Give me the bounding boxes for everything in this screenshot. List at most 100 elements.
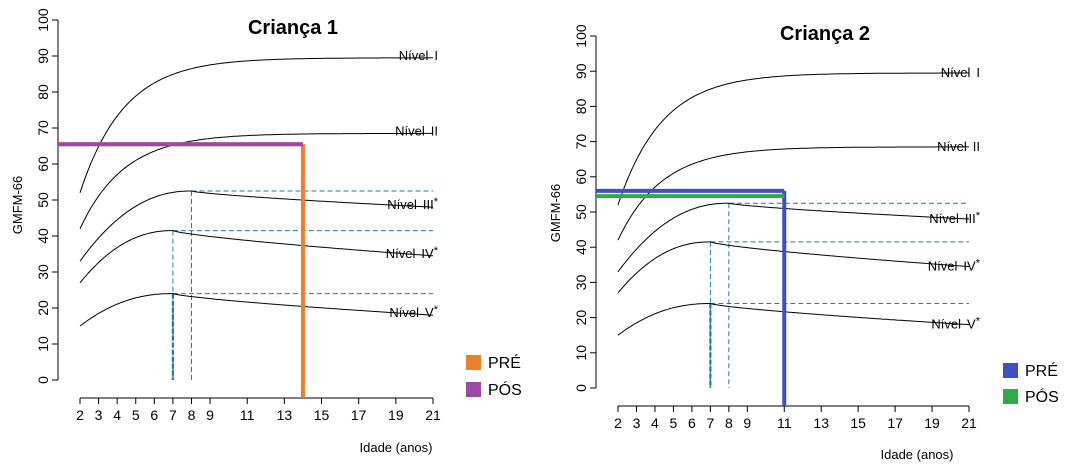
y-tick-label: 50 bbox=[573, 204, 589, 220]
series-label: Nível IV* bbox=[928, 258, 981, 274]
y-tick-label: 70 bbox=[573, 134, 589, 150]
series-label-roman: IV bbox=[421, 246, 434, 261]
y-tick-label: 50 bbox=[35, 192, 51, 208]
y-tick-label: 20 bbox=[573, 310, 589, 326]
series-label: Nível V* bbox=[931, 316, 980, 332]
series-label: Nível I bbox=[399, 48, 438, 63]
x-tick-label: 2 bbox=[76, 407, 84, 423]
y-tick-label: 90 bbox=[35, 48, 51, 64]
chart-crianca-1: Criança 1 0 10 20 30 40 50 60 70 80 90 100 GMFM-66 2 3… bbox=[10, 8, 522, 455]
x-tick-label: 4 bbox=[113, 407, 121, 423]
x-tick-label: 6 bbox=[150, 407, 158, 423]
series-label-roman: IV bbox=[963, 259, 976, 274]
chart-crianca-2: Criança 2 0 10 20 30 40 50 60 70 80 90 100 GMFM-66 2 3… bbox=[548, 23, 1059, 462]
legend-label: PRÉ bbox=[488, 353, 521, 372]
series-label: Nível II bbox=[937, 139, 980, 154]
legend-swatch bbox=[466, 382, 481, 397]
series-label-word: Nível bbox=[937, 139, 967, 154]
legend-label: PRÉ bbox=[1025, 361, 1058, 380]
x-tick-label: 11 bbox=[240, 407, 255, 423]
curve-iv bbox=[617, 241, 970, 294]
y-axis-label: GMFM-66 bbox=[10, 176, 25, 235]
series-label-roman: I bbox=[976, 65, 980, 80]
series-label-word: Nível bbox=[395, 123, 425, 138]
x-tick-label: 7 bbox=[706, 415, 714, 431]
y-tick-label: 20 bbox=[35, 300, 51, 316]
series-label-star: * bbox=[976, 210, 981, 222]
curve-iii bbox=[79, 190, 434, 262]
series-label-roman: II bbox=[973, 139, 980, 154]
series-label-star: * bbox=[434, 304, 439, 316]
series-label-star: * bbox=[434, 196, 439, 208]
y-tick-label: 70 bbox=[35, 120, 51, 136]
series-label-roman: II bbox=[431, 123, 438, 138]
series-label-word: Nível bbox=[399, 48, 429, 63]
y-tick-label: 80 bbox=[35, 84, 51, 100]
y-tick-label: 100 bbox=[573, 24, 589, 48]
series-label: Nível III* bbox=[929, 210, 980, 226]
series-label-word: Nível bbox=[931, 317, 961, 332]
x-axis-label: Idade (anos) bbox=[881, 447, 954, 462]
series-label-star: * bbox=[976, 316, 981, 328]
x-tick-label: 8 bbox=[188, 407, 196, 423]
curve-i bbox=[79, 57, 433, 193]
x-tick-label: 6 bbox=[688, 415, 696, 431]
y-tick-label: 30 bbox=[573, 274, 589, 290]
legend-swatch bbox=[466, 355, 481, 370]
series-label-roman: V bbox=[425, 305, 434, 320]
legend-label: PÓS bbox=[1025, 387, 1059, 406]
y-axis-label: GMFM-66 bbox=[548, 184, 563, 243]
x-tick-label: 4 bbox=[651, 415, 659, 431]
y-tick-label: 0 bbox=[35, 376, 51, 384]
y-tick-label: 100 bbox=[35, 8, 51, 32]
x-tick-label: 3 bbox=[95, 407, 103, 423]
x-tick-label: 19 bbox=[924, 415, 940, 431]
series-label: Nível II bbox=[395, 123, 438, 138]
x-tick-label: 9 bbox=[743, 415, 751, 431]
series-label-word: Nível bbox=[389, 305, 419, 320]
series-label-word: Nível bbox=[928, 259, 958, 274]
series-label: Nível I bbox=[941, 65, 980, 80]
x-tick-label: 17 bbox=[887, 415, 903, 431]
x-tick-label: 15 bbox=[314, 407, 330, 423]
y-tick-label: 0 bbox=[573, 384, 589, 392]
series-label: Nível III* bbox=[387, 196, 438, 212]
x-tick-label: 21 bbox=[961, 415, 977, 431]
x-tick-label: 3 bbox=[633, 415, 641, 431]
y-tick-label: 60 bbox=[35, 156, 51, 172]
x-tick-label: 7 bbox=[169, 407, 177, 423]
x-tick-label: 13 bbox=[277, 407, 293, 423]
y-tick-label: 10 bbox=[573, 345, 589, 361]
chart-title: Criança 1 bbox=[248, 17, 338, 39]
curve-ii bbox=[617, 146, 969, 241]
y-tick-label: 10 bbox=[35, 336, 51, 352]
series-label-word: Nível bbox=[386, 246, 416, 261]
curve-ii bbox=[79, 132, 433, 230]
curve-iii bbox=[617, 202, 970, 273]
series-label-word: Nível bbox=[387, 197, 417, 212]
series-label-roman: III bbox=[965, 211, 976, 226]
chart-title: Criança 2 bbox=[780, 23, 870, 45]
series-label-roman: III bbox=[423, 197, 434, 212]
series-label-roman: I bbox=[434, 48, 438, 63]
x-tick-label: 19 bbox=[388, 407, 404, 423]
x-tick-label: 13 bbox=[813, 415, 829, 431]
x-tick-label: 17 bbox=[351, 407, 367, 423]
x-tick-label: 5 bbox=[132, 407, 140, 423]
curve-iv bbox=[79, 230, 434, 284]
legend-label: PÓS bbox=[488, 380, 522, 399]
legend-swatch bbox=[1003, 389, 1018, 404]
y-tick-label: 90 bbox=[573, 63, 589, 79]
curve-i bbox=[617, 72, 969, 206]
y-tick-label: 80 bbox=[573, 98, 589, 114]
y-tick-label: 40 bbox=[35, 228, 51, 244]
y-tick-label: 60 bbox=[573, 169, 589, 185]
series-label-star: * bbox=[434, 245, 439, 257]
series-label: Nível V* bbox=[389, 304, 438, 320]
x-tick-label: 15 bbox=[850, 415, 866, 431]
y-tick-label: 30 bbox=[35, 264, 51, 280]
series-label-word: Nível bbox=[929, 211, 959, 226]
series-label-word: Nível bbox=[941, 65, 971, 80]
x-tick-label: 8 bbox=[725, 415, 733, 431]
x-tick-label: 11 bbox=[777, 415, 792, 431]
